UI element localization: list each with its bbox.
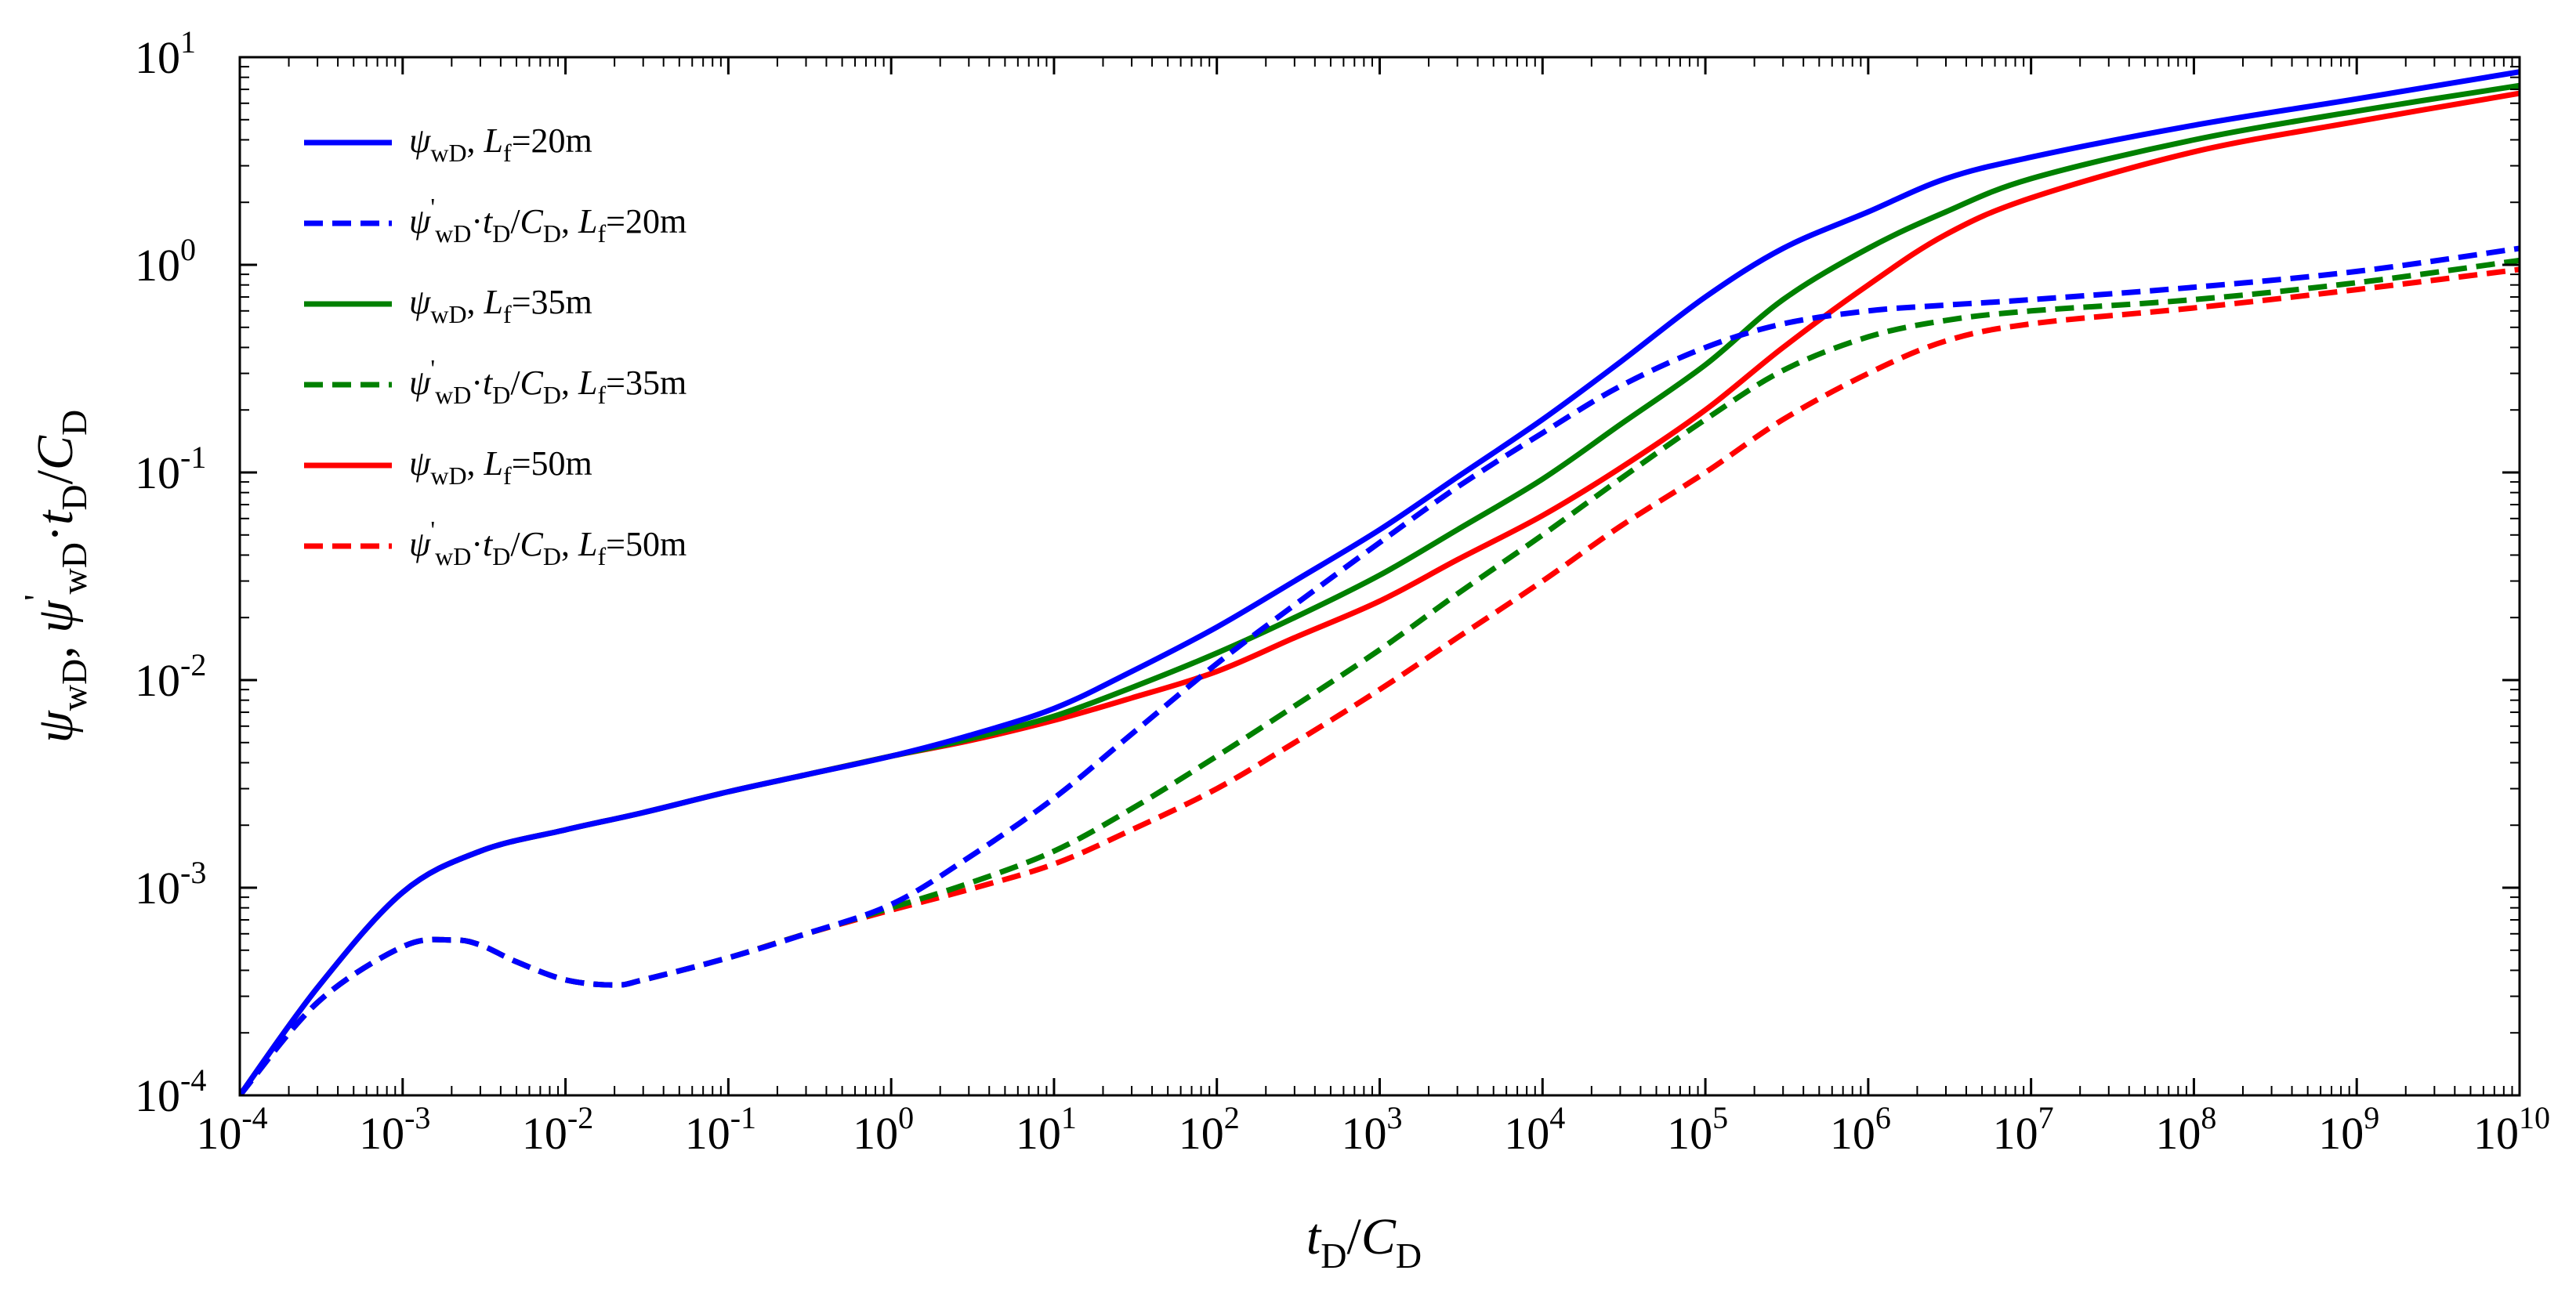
legend-label-3: ψwD, Lf=35m — [409, 283, 592, 328]
x-axis-label: tD/CD — [1306, 1208, 1422, 1276]
x-tick-label: 104 — [1504, 1100, 1565, 1159]
legend-label-6: ψ'wD·tD/CD, Lf=50m — [409, 516, 687, 570]
x-tick-label: 10-2 — [522, 1100, 593, 1159]
x-tick-label: 107 — [1993, 1100, 2054, 1159]
legend-label-1: ψwD, Lf=20m — [409, 121, 592, 167]
series-line-1 — [240, 69, 2520, 1095]
y-tick-label: 101 — [135, 24, 196, 83]
x-tick-label: 1010 — [2473, 1100, 2550, 1159]
legend-label-4: ψ'wD·tD/CD, Lf=35m — [409, 354, 687, 409]
series-line-2 — [240, 245, 2520, 1095]
y-tick-label: 10-1 — [135, 440, 206, 498]
series-layer — [240, 69, 2520, 1095]
x-tick-label: 103 — [1342, 1100, 1403, 1159]
y-axis-label: ψwD, ψ'wD·tD/CD — [16, 410, 94, 743]
x-tick-label: 10-3 — [359, 1100, 430, 1159]
legend-label-2: ψ'wD·tD/CD, Lf=20m — [409, 193, 687, 248]
y-tick-label: 10-4 — [135, 1062, 206, 1121]
x-tick-label: 102 — [1179, 1100, 1240, 1159]
x-tick-label: 109 — [2318, 1100, 2379, 1159]
x-tick-label: 108 — [2155, 1100, 2216, 1159]
x-tick-label: 100 — [853, 1100, 914, 1159]
x-tick-label: 10-1 — [685, 1100, 756, 1159]
x-tick-label: 101 — [1016, 1100, 1077, 1159]
x-tick-label: 10-4 — [196, 1100, 267, 1159]
legend: ψwD, Lf=20m ψ'wD·tD/CD, Lf=20m ψwD, Lf=35m… — [304, 121, 687, 570]
svg-text:ψwD, ψ'wD·tD/CD: ψwD, ψ'wD·tD/CD — [16, 410, 94, 743]
x-tick-label: 105 — [1667, 1100, 1728, 1159]
series-line-5 — [240, 90, 2520, 1095]
axes-layer: 10-4 10-3 10-2 10-1 100 101 102 103 104 105 106 107… — [16, 24, 2550, 1276]
y-tick-label: 10-3 — [135, 855, 206, 914]
legend-label-5: ψwD, Lf=50m — [409, 444, 592, 490]
x-tick-label: 106 — [1830, 1100, 1891, 1159]
y-tick-label: 100 — [135, 232, 196, 291]
y-tick-label: 10-2 — [135, 647, 206, 706]
